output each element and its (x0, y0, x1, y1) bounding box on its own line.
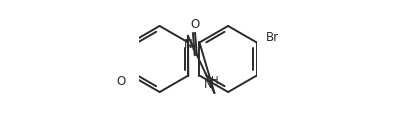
Text: Br: Br (266, 31, 279, 44)
Text: O: O (117, 75, 126, 88)
Text: H: H (211, 76, 219, 86)
Text: N: N (184, 38, 192, 51)
Text: O: O (190, 18, 200, 31)
Text: N: N (204, 78, 213, 91)
Text: H: H (187, 42, 194, 52)
